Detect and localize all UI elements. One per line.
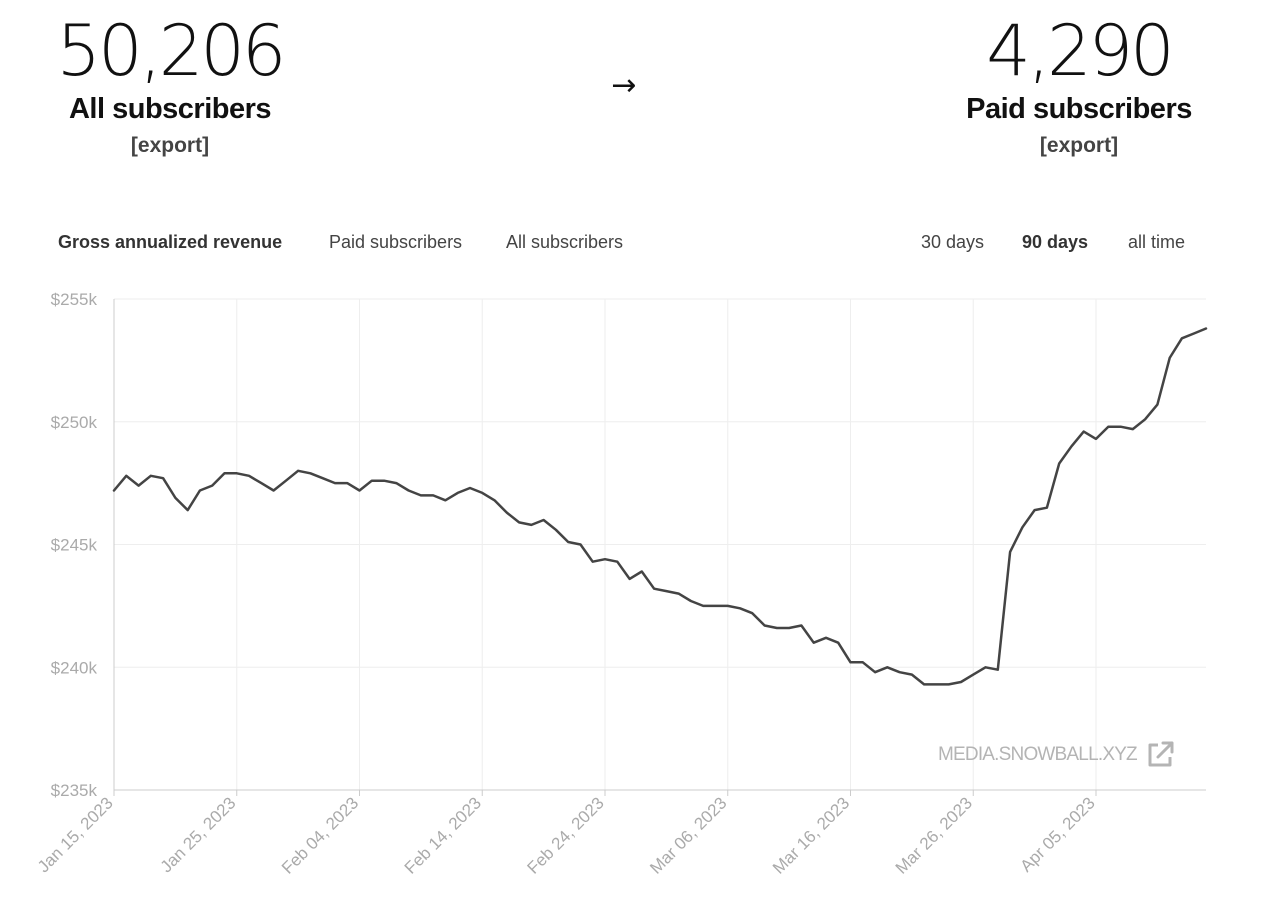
x-tick-label: Mar 16, 2023 <box>769 793 853 877</box>
range-all-time[interactable]: all time <box>1128 232 1186 252</box>
all-subscribers-count: 50,206 <box>56 10 287 92</box>
y-tick-label: $245k <box>51 536 98 555</box>
x-tick-label: Feb 24, 2023 <box>524 793 608 877</box>
range-30-days[interactable]: 30 days <box>921 232 985 252</box>
x-tick-label: Feb 04, 2023 <box>278 793 362 877</box>
y-tick-label: $235k <box>51 781 98 800</box>
metric-tabs: Gross annualized revenue Paid subscriber… <box>0 232 1288 256</box>
series-line <box>112 327 1208 686</box>
range-90-days[interactable]: 90 days <box>1022 232 1089 252</box>
external-link-icon <box>1148 741 1174 767</box>
all-subscribers-stat: 50,206 All subscribers [export] <box>40 12 300 164</box>
x-tick-label: Jan 15, 2023 <box>34 793 117 876</box>
watermark-link[interactable]: MEDIA.SNOWBALL.XYZ <box>938 740 1175 770</box>
x-tick-label: Mar 06, 2023 <box>646 793 730 877</box>
y-tick-label: $255k <box>51 290 98 309</box>
tab-all-subscribers[interactable]: All subscribers <box>506 232 624 252</box>
y-tick-label: $250k <box>51 413 98 432</box>
x-tick-label: Jan 25, 2023 <box>157 793 240 876</box>
tab-gross-annualized-revenue[interactable]: Gross annualized revenue <box>58 232 283 252</box>
chart-grid <box>114 298 1206 790</box>
all-subscribers-export-link[interactable]: [export] <box>130 134 210 157</box>
y-tick-label: $240k <box>51 658 98 677</box>
x-tick-label: Feb 14, 2023 <box>401 793 485 877</box>
x-tick-label: Mar 26, 2023 <box>892 793 976 877</box>
paid-subscribers-stat: 4,290 Paid subscribers [export] <box>948 12 1210 164</box>
paid-subscribers-label: Paid subscribers <box>966 93 1192 125</box>
right-arrow-icon: → <box>611 68 637 103</box>
x-tick-label: Apr 05, 2023 <box>1017 793 1099 875</box>
chart-axes: $235k $240k $245k $250k $255k Jan 15, 2023 Jan… <box>34 290 1206 878</box>
all-subscribers-label: All subscribers <box>68 93 272 125</box>
paid-subscribers-count: 4,290 <box>986 10 1174 92</box>
tab-paid-subscribers[interactable]: Paid subscribers <box>329 232 463 252</box>
watermark-text: MEDIA.SNOWBALL.XYZ <box>938 744 1138 765</box>
paid-subscribers-export-link[interactable]: [export] <box>1039 134 1119 157</box>
chart-series <box>112 327 1208 686</box>
